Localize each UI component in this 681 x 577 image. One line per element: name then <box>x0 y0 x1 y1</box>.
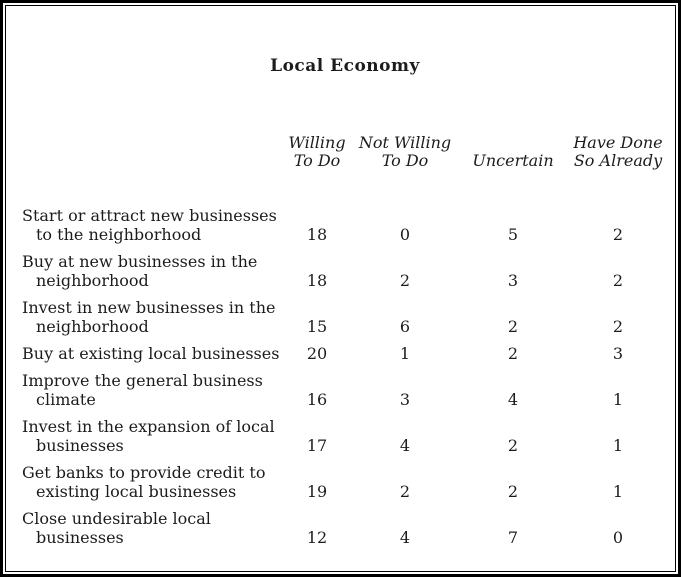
table-row: Start or attract new businesses to the n… <box>22 206 675 244</box>
table-row: Invest in the expansion of local busines… <box>22 417 675 455</box>
value-cell: 2 <box>399 482 411 501</box>
value-cell: 20 <box>306 344 328 363</box>
value-cell: 3 <box>507 271 519 290</box>
value-cell: 0 <box>612 528 624 547</box>
value-cell: 3 <box>612 344 624 363</box>
row-label-line2: businesses <box>36 528 124 547</box>
header-line: Willing <box>288 133 346 152</box>
value-cell: 4 <box>507 390 519 409</box>
row-label: Buy at existing local businesses <box>22 344 282 363</box>
row-label: Get banks to provide credit to existing … <box>22 463 282 501</box>
header-line: To Do <box>293 151 341 170</box>
value-cell: 12 <box>306 528 328 547</box>
row-label: Close undesirable local businesses <box>22 509 282 547</box>
table-row: Buy at new businesses in the neighborhoo… <box>22 252 675 290</box>
row-label: Start or attract new businesses to the n… <box>22 206 282 244</box>
value-cell: 2 <box>612 317 624 336</box>
row-label-line2: to the neighborhood <box>36 225 202 244</box>
header-have-done-so-already: Have Done So Already <box>568 134 668 170</box>
column-header-row: Willing To Do Not Willing To Do Uncertai… <box>22 134 675 170</box>
table-row: Invest in new businesses in the neighbor… <box>22 298 675 336</box>
value-cell: 15 <box>306 317 328 336</box>
header-line: Uncertain <box>472 151 554 170</box>
row-label-line1: Invest in new businesses in the <box>22 298 276 317</box>
row-label: Invest in new businesses in the neighbor… <box>22 298 282 336</box>
value-cell: 1 <box>612 436 624 455</box>
row-label-line1: Buy at new businesses in the <box>22 252 258 271</box>
header-uncertain: Uncertain <box>458 152 568 170</box>
page-content: Local Economy Willing To Do Not Willing … <box>6 6 675 571</box>
row-label-line2: businesses <box>36 436 124 455</box>
header-line: Not Willing <box>358 133 452 152</box>
row-label-line1: Start or attract new businesses <box>22 206 277 225</box>
value-cell: 1 <box>612 482 624 501</box>
value-cell: 6 <box>399 317 411 336</box>
inner-border-frame <box>5 5 676 572</box>
value-cell: 19 <box>306 482 328 501</box>
row-label: Buy at new businesses in the neighborhoo… <box>22 252 282 290</box>
value-cell: 0 <box>399 225 411 244</box>
value-cell: 2 <box>612 225 624 244</box>
header-not-willing-to-do: Not Willing To Do <box>352 134 458 170</box>
row-label-line1: Improve the general business <box>22 371 263 390</box>
row-label-line2: climate <box>36 390 96 409</box>
table-row: Buy at existing local businesses 20 1 2 … <box>22 344 675 363</box>
value-cell: 4 <box>399 528 411 547</box>
row-label-line1: Close undesirable local <box>22 509 211 528</box>
value-cell: 1 <box>612 390 624 409</box>
value-cell: 3 <box>399 390 411 409</box>
value-cell: 2 <box>612 271 624 290</box>
row-label-line2: existing local businesses <box>36 482 237 501</box>
value-cell: 18 <box>306 225 328 244</box>
header-willing-to-do: Willing To Do <box>282 134 352 170</box>
table-row: Close undesirable local businesses 12 4 … <box>22 509 675 547</box>
value-cell: 2 <box>507 436 519 455</box>
header-line: To Do <box>381 151 429 170</box>
value-cell: 17 <box>306 436 328 455</box>
value-cell: 1 <box>399 344 411 363</box>
row-label-line2: neighborhood <box>36 271 149 290</box>
table-row: Get banks to provide credit to existing … <box>22 463 675 501</box>
table-title: Local Economy <box>270 56 420 76</box>
table-row: Improve the general business climate 16 … <box>22 371 675 409</box>
table-body: Start or attract new businesses to the n… <box>22 206 675 547</box>
value-cell: 5 <box>507 225 519 244</box>
value-cell: 18 <box>306 271 328 290</box>
row-label-line1: Buy at existing local businesses <box>22 344 280 363</box>
row-label: Invest in the expansion of local busines… <box>22 417 282 455</box>
row-label-line1: Get banks to provide credit to <box>22 463 266 482</box>
value-cell: 2 <box>507 482 519 501</box>
value-cell: 2 <box>507 317 519 336</box>
row-label: Improve the general business climate <box>22 371 282 409</box>
header-line: So Already <box>573 151 663 170</box>
value-cell: 2 <box>507 344 519 363</box>
value-cell: 7 <box>507 528 519 547</box>
value-cell: 4 <box>399 436 411 455</box>
header-line: Have Done <box>573 133 663 152</box>
row-label-line2: neighborhood <box>36 317 149 336</box>
value-cell: 2 <box>399 271 411 290</box>
value-cell: 16 <box>306 390 328 409</box>
row-label-line1: Invest in the expansion of local <box>22 417 275 436</box>
